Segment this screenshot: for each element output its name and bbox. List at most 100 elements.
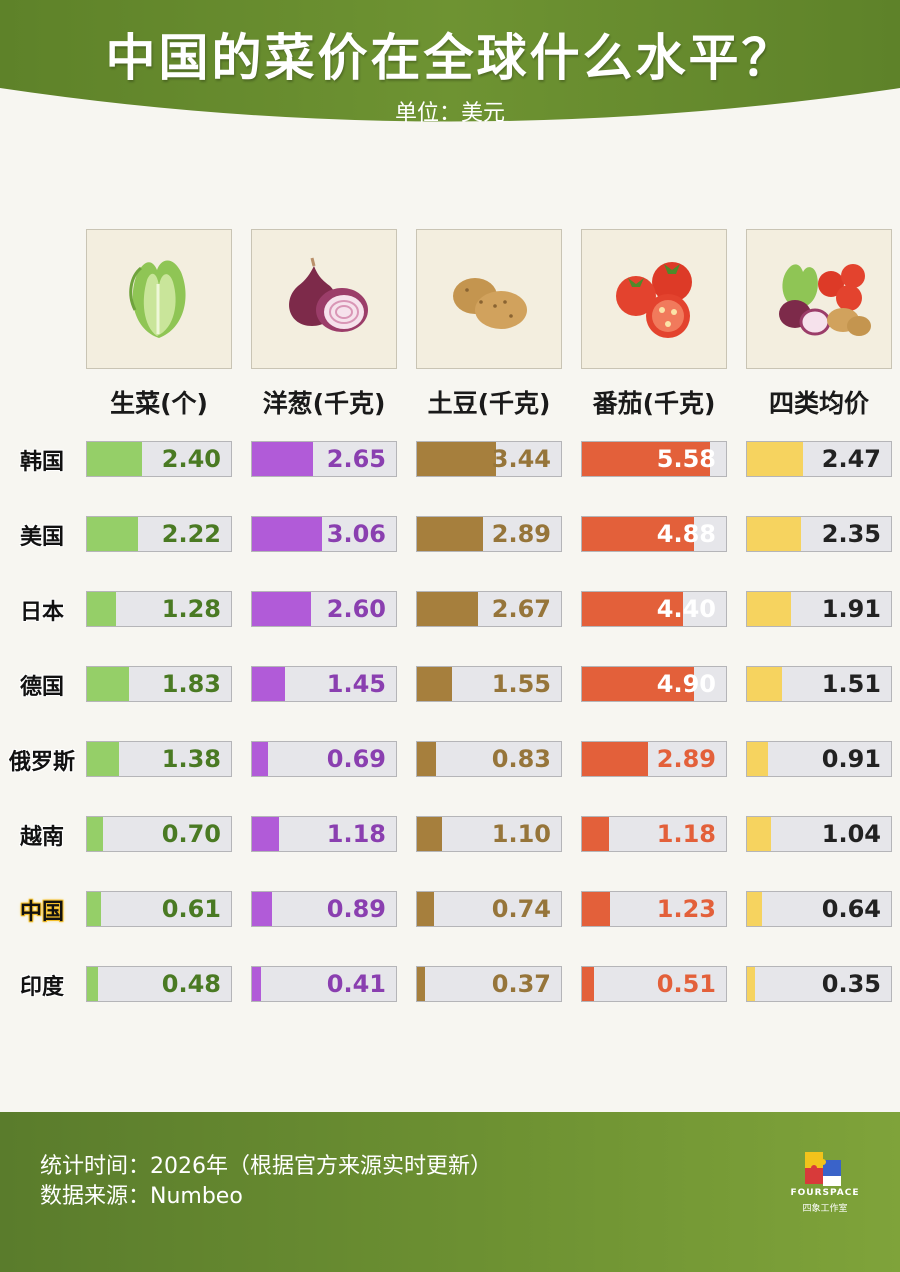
- statistics-time: 统计时间：2026年（根据官方来源实时更新）: [40, 1154, 492, 1179]
- bar-cell-lettuce-5: 0.70: [86, 816, 232, 852]
- brand-logo: FOURSPACE 四象工作室: [782, 1148, 868, 1218]
- bar-cell-lettuce-2: 1.28: [86, 591, 232, 627]
- value-label-potato-5: 1.10: [491, 820, 551, 848]
- onion-card: [251, 229, 397, 369]
- lettuce-card: [86, 229, 232, 369]
- bar-cell-average-0: 2.47: [746, 441, 892, 477]
- bar-cell-average-2: 1.91: [746, 591, 892, 627]
- bar-onion-3: [252, 667, 285, 701]
- bar-cell-potato-4: 0.83: [416, 741, 562, 777]
- bar-onion-0: [252, 442, 313, 476]
- value-label-onion-5: 1.18: [326, 820, 386, 848]
- bar-average-4: [747, 742, 768, 776]
- value-label-average-5: 1.04: [821, 820, 881, 848]
- bar-cell-potato-0: 3.44: [416, 441, 562, 477]
- bar-average-0: [747, 442, 803, 476]
- value-label-lettuce-3: 1.83: [161, 670, 221, 698]
- value-label-lettuce-1: 2.22: [161, 520, 221, 548]
- bar-cell-lettuce-3: 1.83: [86, 666, 232, 702]
- bar-cell-potato-1: 2.89: [416, 516, 562, 552]
- bar-average-5: [747, 817, 771, 851]
- value-label-onion-7: 0.41: [326, 970, 386, 998]
- bar-average-1: [747, 517, 801, 551]
- average-card: [746, 229, 892, 369]
- value-label-lettuce-0: 2.40: [161, 445, 221, 473]
- bar-potato-1: [417, 517, 483, 551]
- bar-lettuce-4: [87, 742, 119, 776]
- bar-cell-tomato-2: 4.40: [581, 591, 727, 627]
- bar-cell-potato-6: 0.74: [416, 891, 562, 927]
- row-label-1: 美国: [19, 525, 64, 550]
- row-label-6: 中国: [19, 900, 64, 925]
- column-header-tomato: 番茄(千克): [592, 389, 716, 418]
- bar-potato-5: [417, 817, 442, 851]
- bar-average-3: [747, 667, 782, 701]
- bar-tomato-2: [582, 592, 683, 626]
- bar-cell-potato-3: 1.55: [416, 666, 562, 702]
- bar-cell-onion-4: 0.69: [251, 741, 397, 777]
- value-label-average-7: 0.35: [821, 970, 881, 998]
- value-label-onion-2: 2.60: [326, 595, 386, 623]
- tomato-icon: [616, 262, 692, 338]
- value-label-average-3: 1.51: [821, 670, 881, 698]
- row-label-4: 俄罗斯: [8, 750, 75, 775]
- bar-cell-average-1: 2.35: [746, 516, 892, 552]
- header-background: [0, 0, 900, 122]
- column-header-potato: 土豆(千克): [427, 389, 551, 418]
- value-label-tomato-5: 1.18: [656, 820, 716, 848]
- value-label-lettuce-5: 0.70: [161, 820, 221, 848]
- bar-cell-potato-7: 0.37: [416, 966, 562, 1002]
- value-label-tomato-6: 1.23: [656, 895, 716, 923]
- brand-name-cn: 四象工作室: [802, 1204, 848, 1214]
- bar-potato-6: [417, 892, 434, 926]
- bar-tomato-1: [582, 517, 694, 551]
- mixed-vegetables-icon: [779, 264, 871, 336]
- bar-potato-7: [417, 967, 425, 1001]
- value-label-onion-1: 3.06: [326, 520, 386, 548]
- value-label-tomato-3: 4.90: [656, 670, 716, 698]
- bar-onion-2: [252, 592, 311, 626]
- value-label-lettuce-6: 0.61: [161, 895, 221, 923]
- header-banner: 中国的菜价在全球什么水平？ 单位：美元: [0, 0, 900, 135]
- bar-cell-onion-7: 0.41: [251, 966, 397, 1002]
- value-label-average-1: 2.35: [821, 520, 881, 548]
- value-label-average-6: 0.64: [821, 895, 881, 923]
- value-label-potato-3: 1.55: [491, 670, 551, 698]
- value-label-tomato-0: 5.58: [656, 445, 716, 473]
- bar-cell-potato-2: 2.67: [416, 591, 562, 627]
- bar-lettuce-7: [87, 967, 98, 1001]
- value-label-onion-6: 0.89: [326, 895, 386, 923]
- value-label-tomato-4: 2.89: [656, 745, 716, 773]
- bar-onion-1: [252, 517, 322, 551]
- tomato-card: [581, 229, 727, 369]
- bar-tomato-5: [582, 817, 609, 851]
- bar-cell-onion-2: 2.60: [251, 591, 397, 627]
- value-label-potato-6: 0.74: [491, 895, 551, 923]
- bar-average-2: [747, 592, 791, 626]
- value-label-onion-3: 1.45: [326, 670, 386, 698]
- bar-cell-potato-5: 1.10: [416, 816, 562, 852]
- bar-tomato-0: [582, 442, 710, 476]
- bar-potato-4: [417, 742, 436, 776]
- brand-name: FOURSPACE: [790, 1188, 860, 1198]
- bar-cell-tomato-6: 1.23: [581, 891, 727, 927]
- bar-lettuce-5: [87, 817, 103, 851]
- bar-lettuce-3: [87, 667, 129, 701]
- bar-tomato-7: [582, 967, 594, 1001]
- bar-cell-tomato-7: 0.51: [581, 966, 727, 1002]
- value-label-tomato-7: 0.51: [656, 970, 716, 998]
- lettuce-icon: [129, 260, 186, 338]
- bar-cell-lettuce-0: 2.40: [86, 441, 232, 477]
- bar-cell-tomato-0: 5.58: [581, 441, 727, 477]
- bar-cell-onion-3: 1.45: [251, 666, 397, 702]
- bar-onion-4: [252, 742, 268, 776]
- bar-cell-tomato-5: 1.18: [581, 816, 727, 852]
- row-label-5: 越南: [19, 825, 64, 850]
- bar-onion-6: [252, 892, 272, 926]
- potato-card: [416, 229, 562, 369]
- column-header-average: 四类均价: [768, 389, 869, 418]
- bar-lettuce-2: [87, 592, 116, 626]
- bar-cell-tomato-1: 4.88: [581, 516, 727, 552]
- bar-cell-lettuce-7: 0.48: [86, 966, 232, 1002]
- value-label-average-4: 0.91: [821, 745, 881, 773]
